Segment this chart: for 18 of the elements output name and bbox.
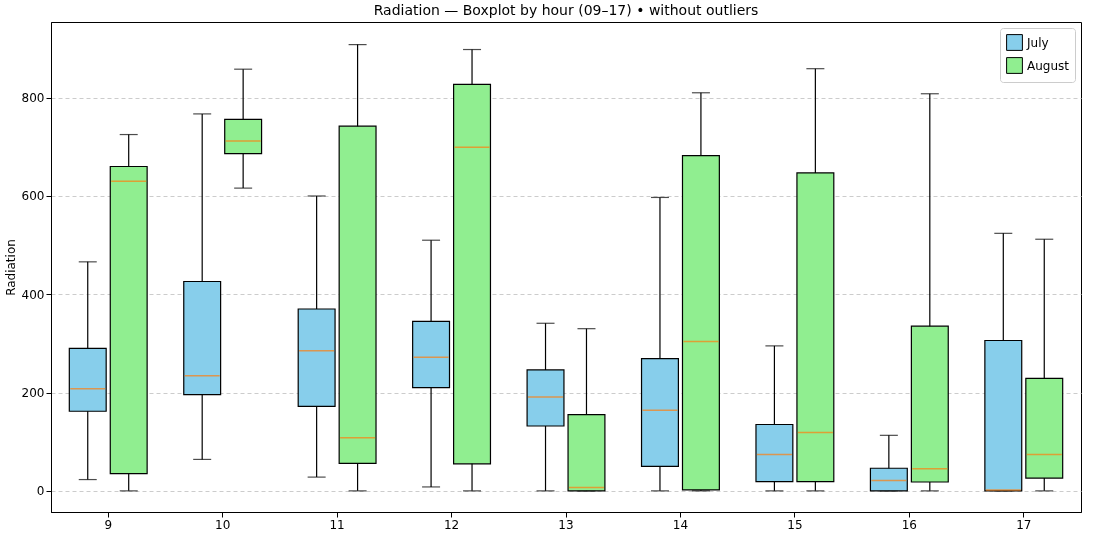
legend-label: August bbox=[1027, 58, 1070, 73]
y-tick-label: 200 bbox=[21, 386, 45, 401]
x-tick-label: 12 bbox=[443, 517, 460, 532]
x-tick-label: 11 bbox=[329, 517, 345, 532]
x-tick-label: 13 bbox=[558, 517, 574, 532]
x-tick-label: 17 bbox=[1016, 517, 1032, 532]
x-tick-label: 9 bbox=[104, 517, 113, 532]
y-tick-label: 600 bbox=[21, 189, 45, 204]
x-tick-label: 10 bbox=[215, 517, 231, 532]
chart-title: Radiation — Boxplot by hour (09–17) • without outliers bbox=[373, 2, 759, 18]
x-tick-label: 15 bbox=[787, 517, 803, 532]
legend-label: July bbox=[1026, 35, 1049, 50]
y-tick-label: 0 bbox=[36, 484, 45, 499]
y-axis-title: Radiation bbox=[3, 239, 18, 296]
x-tick-label: 14 bbox=[672, 517, 689, 532]
y-tick-label: 400 bbox=[21, 287, 45, 302]
y-tick-label: 800 bbox=[21, 91, 45, 106]
x-tick-label: 16 bbox=[901, 517, 917, 532]
